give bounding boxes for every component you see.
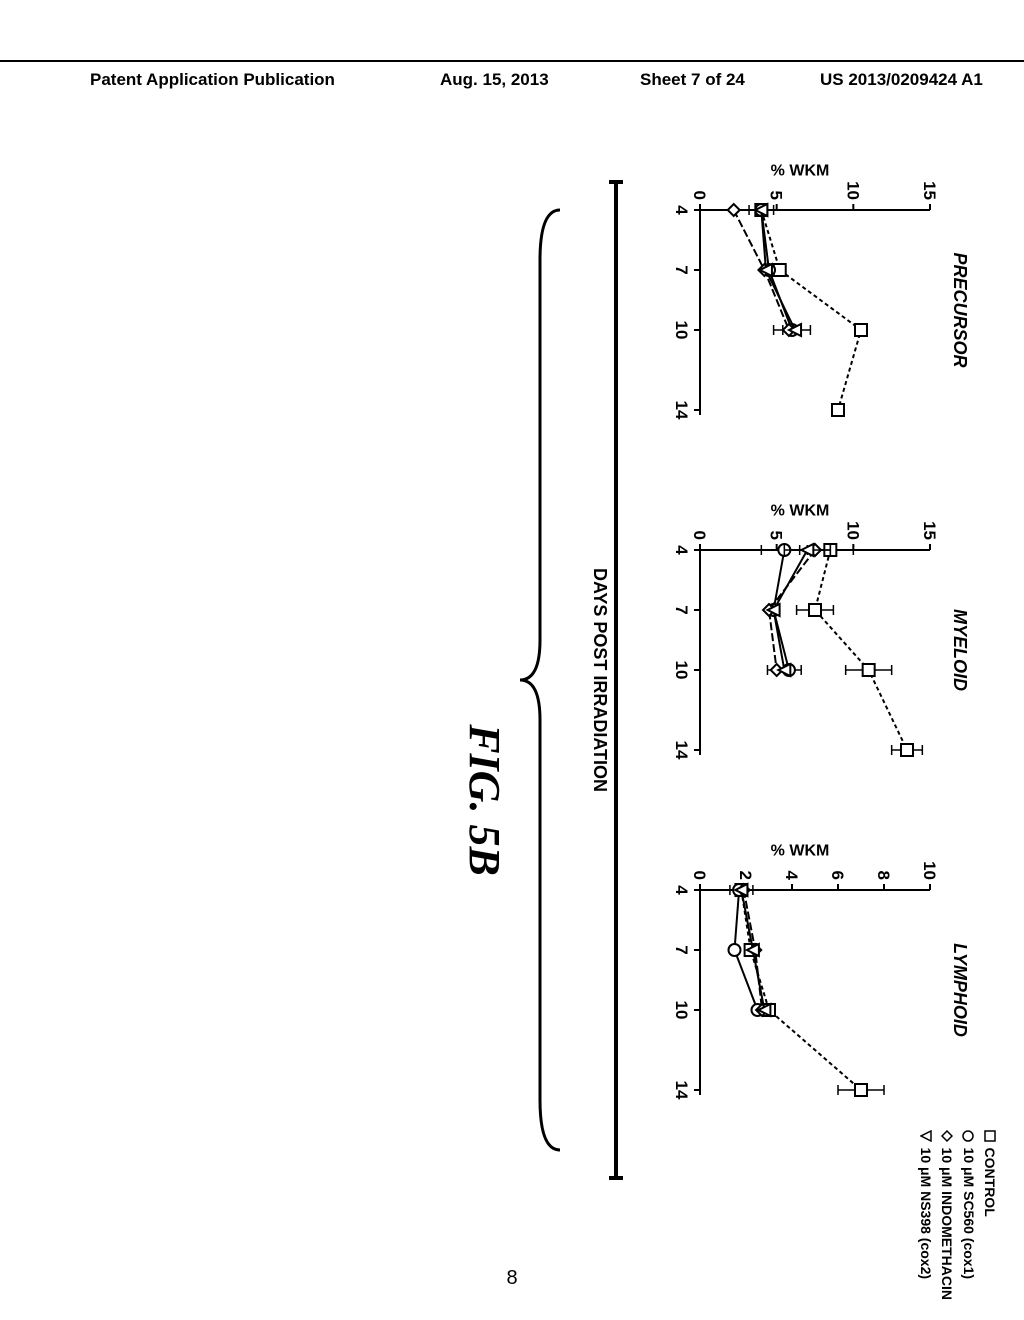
svg-text:6: 6	[828, 871, 847, 880]
svg-text:14: 14	[672, 401, 691, 420]
svg-text:0: 0	[690, 191, 709, 200]
svg-text:14: 14	[672, 741, 691, 760]
charts-row: CONTROL10 μM SC560 (cox1)10 μM INDOMETHA…	[580, 180, 940, 1180]
chart-title: PRECURSOR	[949, 252, 970, 367]
svg-text:7: 7	[672, 265, 691, 274]
y-axis-label: % WKM	[771, 842, 830, 860]
svg-text:7: 7	[672, 945, 691, 954]
chart-lymphoid: LYMPHOID % WKM 0246810471014	[660, 860, 940, 1120]
chart-title: MYELOID	[949, 609, 970, 691]
svg-text:10: 10	[672, 1001, 691, 1020]
svg-text:10: 10	[672, 661, 691, 680]
legend-item: 10 μM INDOMETHACIN	[936, 1130, 957, 1300]
svg-text:5: 5	[767, 191, 786, 200]
svg-text:4: 4	[672, 545, 691, 555]
svg-text:0: 0	[690, 531, 709, 540]
svg-text:7: 7	[672, 605, 691, 614]
page-number: 8	[506, 1267, 517, 1290]
svg-text:2: 2	[736, 871, 755, 880]
svg-text:5: 5	[767, 531, 786, 540]
legend-item: CONTROL	[979, 1130, 1000, 1300]
x-axis-bar	[614, 180, 618, 1180]
svg-text:10: 10	[843, 181, 862, 200]
chart-legend: CONTROL10 μM SC560 (cox1)10 μM INDOMETHA…	[915, 1130, 1000, 1300]
svg-text:8: 8	[874, 871, 893, 880]
legend-item: 10 μM SC560 (cox1)	[957, 1130, 978, 1300]
legend-item: 10 μM NS398 (cox2)	[915, 1130, 936, 1300]
chart-myeloid: MYELOID % WKM 051015471014	[660, 520, 940, 780]
x-axis-label: DAYS POST IRRADIATION	[589, 180, 610, 1180]
figure-area: CONTROL10 μM SC560 (cox1)10 μM INDOMETHA…	[30, 300, 990, 1060]
svg-text:14: 14	[672, 1081, 691, 1100]
svg-text:10: 10	[672, 321, 691, 340]
svg-text:4: 4	[672, 885, 691, 895]
header-left: Patent Application Publication	[90, 70, 335, 90]
header-date: Aug. 15, 2013	[440, 70, 549, 90]
svg-text:10: 10	[843, 521, 862, 540]
svg-text:15: 15	[920, 521, 939, 540]
y-axis-label: % WKM	[771, 162, 830, 180]
chart-precursor: PRECURSOR % WKM 051015471014	[660, 180, 940, 440]
svg-text:15: 15	[920, 181, 939, 200]
chart-title: LYMPHOID	[949, 943, 970, 1037]
header-sheet: Sheet 7 of 24	[640, 70, 745, 90]
page-header: Patent Application Publication Aug. 15, …	[0, 60, 1024, 70]
svg-text:4: 4	[672, 205, 691, 215]
svg-text:10: 10	[920, 861, 939, 880]
svg-text:0: 0	[690, 871, 709, 880]
figure-label-row: FIG. 5B	[459, 300, 510, 1300]
y-axis-label: % WKM	[771, 502, 830, 520]
header-pubnum: US 2013/0209424 A1	[820, 70, 983, 90]
svg-text:4: 4	[782, 871, 801, 881]
brace-icon	[520, 210, 560, 1150]
